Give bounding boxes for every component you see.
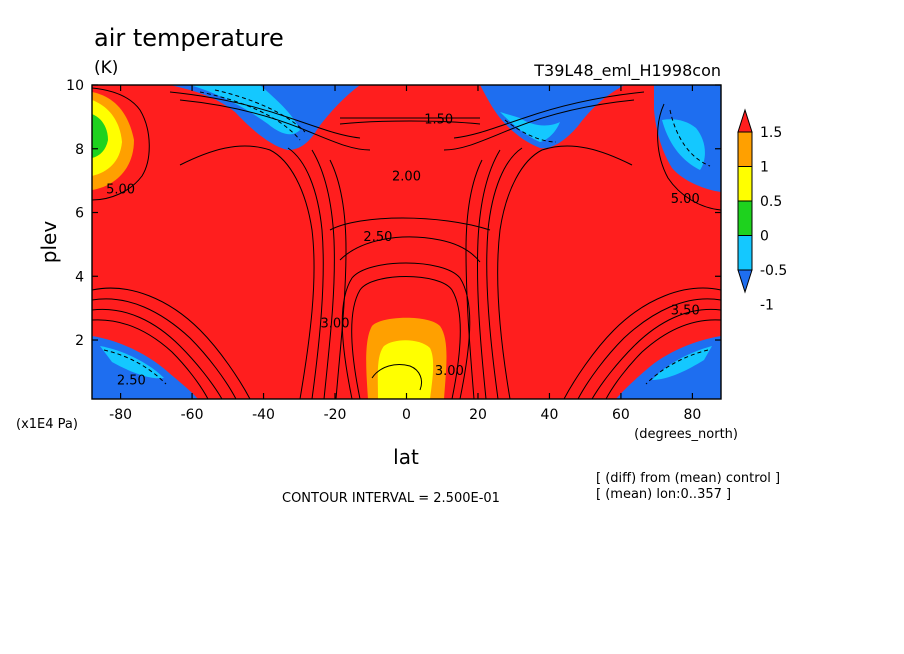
- y-tick-label: 8: [75, 142, 84, 158]
- contour-label-layer: 5.00 5.00 2.00 2.50 3.50 3.00 3.00 1.50 2.50: [106, 112, 700, 388]
- y-axis-units: (x1E4 Pa): [16, 417, 78, 432]
- y-tick-label: 2: [75, 333, 84, 349]
- contour-label: 2.50: [117, 374, 146, 389]
- shade-upper-right-blue: [480, 85, 625, 149]
- shade-upper-far-right-cyan: [662, 119, 705, 170]
- contour-lines: [92, 87, 721, 399]
- x-tick-label: 20: [469, 407, 487, 423]
- colorbar-label: -1: [760, 298, 774, 314]
- x-tick-label: 80: [683, 407, 701, 423]
- y-axis-label: plev: [37, 221, 61, 264]
- x-axis-units: (degrees_north): [634, 427, 738, 442]
- x-tick-label: -20: [324, 407, 347, 423]
- colorbar-segment: [737, 131, 753, 167]
- y-tick-label: 4: [75, 269, 84, 285]
- colorbar-min-arrow: [737, 269, 753, 294]
- contour-label: 2.00: [392, 170, 421, 185]
- contour-label: 3.00: [321, 316, 350, 331]
- colorbar-segment: [737, 235, 753, 271]
- x-tick-label: 40: [541, 407, 559, 423]
- chart-title: air temperature: [94, 24, 284, 52]
- contour-label: 3.50: [671, 304, 700, 319]
- colorbar-label: -0.5: [760, 263, 787, 279]
- chart-units: (K): [94, 58, 118, 78]
- shade-equator-yellow: [377, 340, 434, 399]
- colorbar-label: 0.5: [760, 194, 782, 210]
- plot-area: [92, 85, 721, 399]
- contour-label: 5.00: [671, 192, 700, 207]
- colorbar-label: 1.5: [760, 125, 782, 141]
- contour-label: 1.50: [424, 112, 453, 127]
- negative-contours: [103, 89, 711, 385]
- contour-label: 2.50: [363, 230, 392, 245]
- x-tick-label: -80: [109, 407, 132, 423]
- x-tick-label: 0: [402, 407, 411, 423]
- x-tick-label: 60: [612, 407, 630, 423]
- x-tick-label: -40: [252, 407, 275, 423]
- colorbar-segment: [737, 200, 753, 236]
- mean-note: [ (mean) lon:0..357 ]: [596, 487, 731, 502]
- colorbar-label: 1: [760, 160, 769, 176]
- contour-label: 3.00: [435, 364, 464, 379]
- shade-upper-left-cyan: [190, 85, 300, 135]
- x-axis-label: lat: [393, 445, 419, 469]
- x-tick-label: -60: [181, 407, 204, 423]
- contour-label: 5.00: [106, 182, 135, 197]
- shade-lower-right-cyan: [652, 346, 712, 380]
- diff-note: [ (diff) from (mean) control ]: [596, 471, 780, 486]
- colorbar-max-arrow: [737, 108, 753, 133]
- y-tick-label: 6: [75, 206, 84, 222]
- colorbar: 1.5 1 0.5 0 -0.5 -1: [737, 108, 787, 314]
- experiment-label: T39L48_eml_H1998con: [533, 61, 721, 81]
- shade-lower-left-cyan: [100, 346, 164, 379]
- colorbar-segment: [737, 166, 753, 202]
- colorbar-label: 0: [760, 229, 769, 245]
- x-axis-ticks: -80 -60 -40 -20 0 20 40 60 80: [109, 85, 701, 423]
- y-axis-ticks: 2 4 6 8 10: [66, 78, 721, 349]
- shade-upper-left-green: [92, 114, 108, 158]
- y-tick-label: 10: [66, 78, 84, 94]
- contour-interval: CONTOUR INTERVAL = 2.500E-01: [282, 491, 500, 506]
- shade-upper-right-cyan: [500, 112, 560, 142]
